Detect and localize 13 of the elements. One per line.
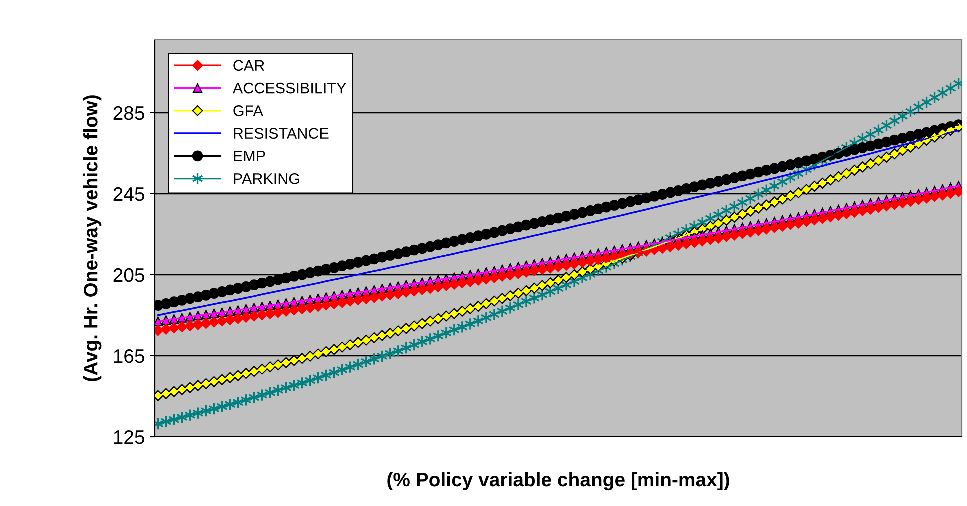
y-tick-label: 245: [114, 187, 144, 202]
legend-label: CAR: [234, 60, 264, 72]
x-axis-title: (% Policy variable change [min-max]): [388, 472, 730, 491]
y-tick-label: 165: [114, 349, 144, 364]
y-axis-title: (Avg. Hr. One-way vehicle flow): [84, 96, 102, 382]
legend-label: PARKING: [234, 173, 300, 184]
y-tick-label: 285: [114, 106, 144, 120]
y-tick-label: 205: [114, 268, 144, 282]
legend-label: GFA: [234, 106, 264, 116]
y-tick-label: 125: [114, 430, 144, 444]
legend-label: RESISTANCE: [234, 128, 329, 140]
legend-label: EMP: [234, 151, 266, 162]
legend-label: ACCESSIBILITY: [232, 82, 346, 94]
